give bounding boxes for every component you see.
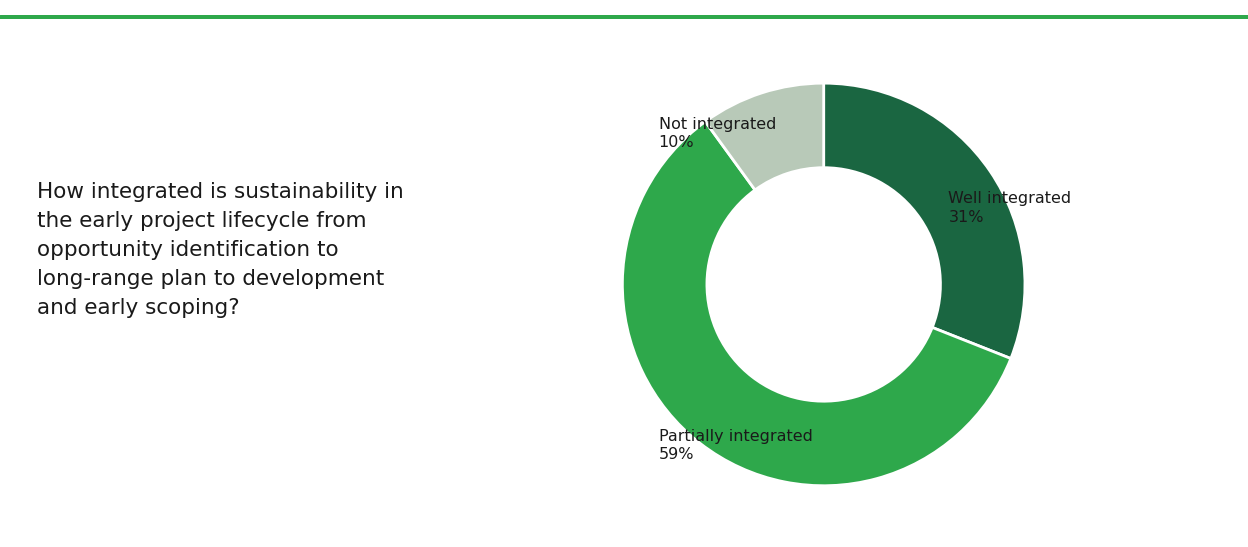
Wedge shape — [623, 121, 1011, 486]
Text: Not integrated
10%: Not integrated 10% — [659, 117, 776, 150]
Text: Well integrated
31%: Well integrated 31% — [948, 191, 1072, 225]
Text: Partially integrated
59%: Partially integrated 59% — [659, 429, 812, 462]
Text: IPA: IPA — [1174, 47, 1219, 71]
Wedge shape — [705, 83, 824, 190]
Text: How integrated is sustainability in
the early project lifecycle from
opportunity: How integrated is sustainability in the … — [37, 182, 404, 318]
Wedge shape — [824, 83, 1025, 358]
